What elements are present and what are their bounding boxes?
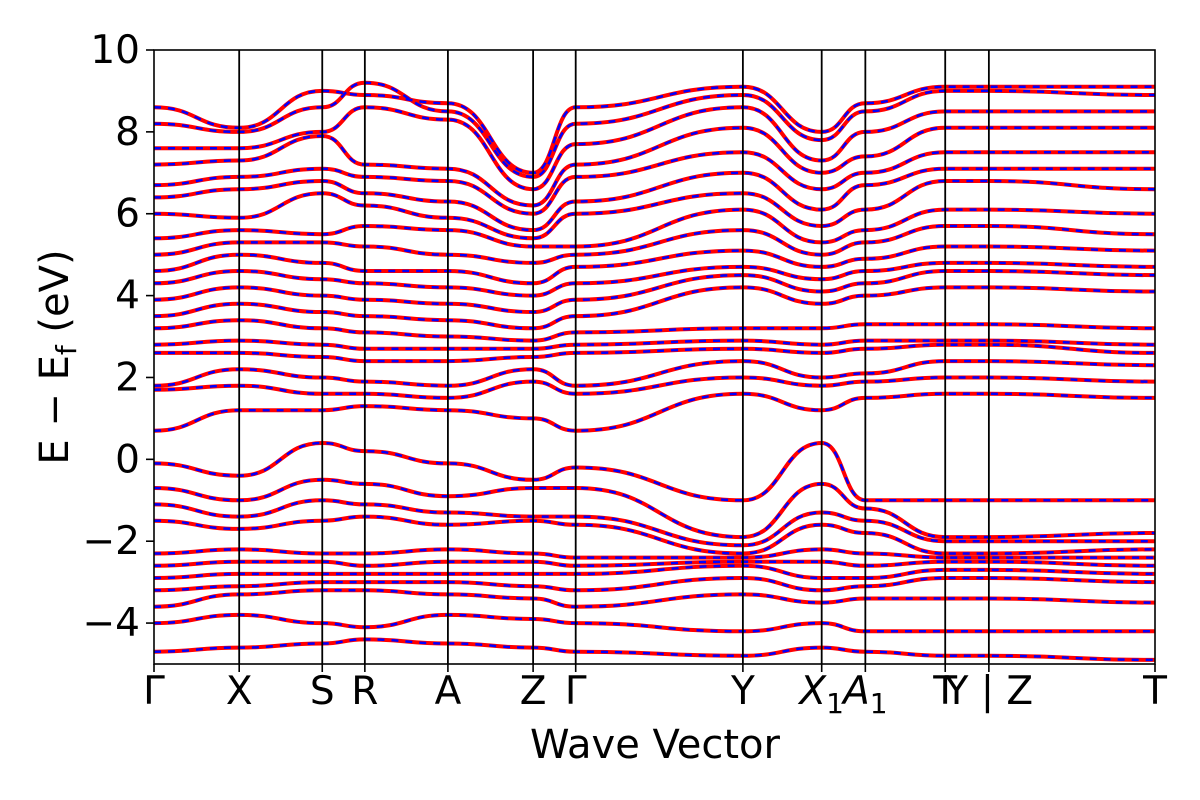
y-tick-label: 0 — [115, 437, 140, 482]
y-tick-label: −4 — [83, 601, 141, 646]
y-axis-title-main: E − E — [32, 355, 78, 465]
y-axis-title-unit: (eV) — [32, 249, 78, 345]
x-tick-label: X — [226, 669, 253, 714]
x-tick-label: A — [435, 669, 462, 714]
y-tick-label: 10 — [90, 28, 140, 73]
x-tick-label: X1 — [797, 669, 844, 720]
x-tick-label-main: X — [797, 669, 827, 714]
x-tick-label: T — [932, 669, 957, 714]
y-tick-label: 4 — [115, 274, 140, 319]
x-tick-label-main: A — [840, 669, 870, 714]
y-tick-label: 2 — [115, 355, 140, 400]
y-ticks-group: −4 −2 0 2 4 6 8 10 — [83, 28, 154, 646]
x-tick-label: A1 — [840, 669, 888, 720]
x-tick-label-sub: 1 — [826, 687, 844, 720]
x-tick-label: Z — [520, 669, 547, 714]
x-tick-label-sub: 1 — [870, 687, 888, 720]
y-axis-title-sub: f — [50, 344, 83, 355]
y-tick-label: 8 — [115, 110, 140, 155]
x-tick-label: Γ — [143, 669, 165, 714]
y-tick-label: −2 — [83, 519, 141, 564]
x-tick-label: S — [310, 669, 335, 714]
kpoint-lines-group — [238, 50, 990, 664]
band-line-dashed — [154, 441, 1155, 502]
plot-frame — [153, 49, 1156, 665]
x-tick-label: R — [351, 669, 378, 714]
y-axis-title: E − Ef (eV) — [32, 249, 83, 464]
x-tick-label: T — [1142, 669, 1167, 714]
x-tick-label: Y — [730, 669, 755, 714]
x-tick-label: Γ — [565, 669, 587, 714]
x-axis-title: Wave Vector — [530, 722, 781, 768]
y-tick-label: 6 — [115, 192, 140, 237]
x-tick-label: Y | Z — [944, 669, 1033, 714]
